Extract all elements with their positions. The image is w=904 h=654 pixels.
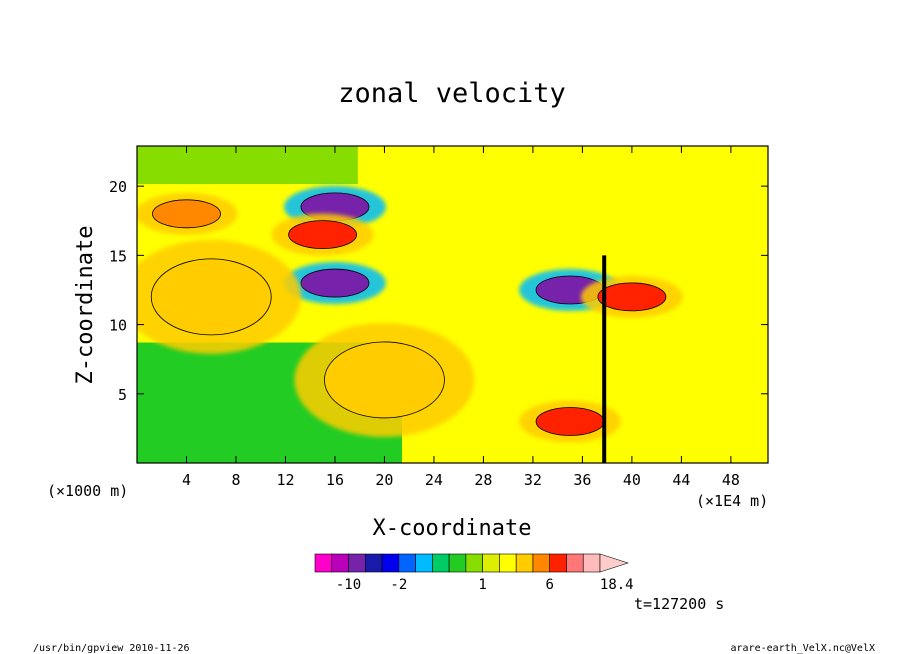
colorbar-labels: -10 -2 1 6 18.4 (336, 577, 634, 593)
x-tick-label: 48 (722, 471, 740, 489)
colorbar-segment (432, 553, 450, 573)
field-core-4 (288, 220, 357, 249)
colorbar-segment (549, 553, 567, 573)
field-core-8 (324, 341, 445, 419)
field-core-3 (597, 282, 667, 312)
field-region-top (137, 146, 358, 185)
y-axis-ticks: 5 10 15 20 (109, 178, 768, 404)
colorbar-segment (381, 553, 400, 573)
colorbar-segment (331, 553, 349, 573)
plot-frame (136, 145, 769, 464)
colorbar-segment (314, 553, 333, 573)
y-tick-label: 15 (109, 247, 127, 265)
y-tick-label: 5 (118, 386, 127, 404)
colorbar-segment (398, 553, 416, 573)
colorbar (314, 553, 629, 573)
field-core-5 (150, 258, 272, 336)
time-label: t=127200 s (634, 595, 724, 613)
y-tick-label: 10 (109, 317, 127, 335)
y-unit-label: (×1E4 m) (696, 492, 768, 510)
colorbar-segment (582, 553, 601, 573)
colorbar-segment (482, 553, 500, 573)
x-tick-label: 4 (182, 471, 191, 489)
colorbar-label: -2 (390, 577, 407, 593)
field-core-7 (535, 407, 605, 436)
x-tick-label: 20 (375, 471, 393, 489)
x-tick-label: 16 (326, 471, 344, 489)
colorbar-extension (599, 553, 629, 573)
x-unit-label: (×1000 m) (47, 482, 128, 500)
footer-right: arare-earth_VelX.nc@VelX (731, 643, 876, 654)
x-axis-label: X-coordinate (373, 516, 532, 541)
chart-title: zonal velocity (338, 78, 566, 109)
colorbar-label: 1 (478, 577, 486, 593)
y-axis-label: Z-coordinate (73, 226, 98, 385)
colorbar-segment (415, 553, 433, 573)
x-axis-ticks: 4 8 12 16 20 24 28 32 36 40 44 48 (182, 146, 740, 489)
colorbar-segment (364, 553, 383, 573)
shear-line (602, 255, 607, 463)
field-core-6 (152, 199, 221, 229)
colorbar-segment (566, 553, 584, 573)
y-tick-label: 20 (109, 178, 127, 196)
colorbar-segment (515, 553, 534, 573)
contour-field (137, 146, 683, 463)
colorbar-label: 6 (545, 577, 553, 593)
colorbar-segment (448, 553, 467, 573)
colorbar-label: -10 (336, 577, 361, 593)
x-tick-label: 28 (474, 471, 492, 489)
x-tick-label: 44 (672, 471, 690, 489)
x-tick-label: 24 (425, 471, 443, 489)
x-tick-label: 32 (524, 471, 542, 489)
colorbar-segment (348, 553, 366, 573)
colorbar-segment (465, 553, 483, 573)
colorbar-label: 18.4 (600, 577, 634, 593)
x-tick-label: 36 (573, 471, 591, 489)
colorbar-segment (532, 553, 551, 573)
x-tick-label: 40 (623, 471, 641, 489)
x-tick-label: 8 (231, 471, 240, 489)
footer-left: /usr/bin/gpview 2010-11-26 (33, 643, 190, 654)
field-core-1 (300, 268, 370, 298)
colorbar-segment (499, 553, 517, 573)
x-tick-label: 12 (276, 471, 294, 489)
